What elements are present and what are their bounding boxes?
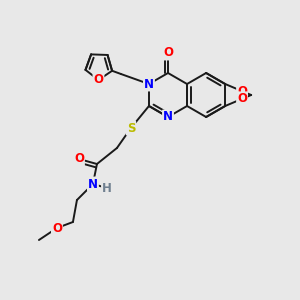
Text: H: H bbox=[102, 182, 112, 194]
Text: O: O bbox=[52, 221, 62, 235]
Text: O: O bbox=[74, 152, 84, 166]
Text: O: O bbox=[94, 74, 103, 86]
Text: O: O bbox=[237, 92, 247, 105]
Text: O: O bbox=[163, 46, 173, 59]
Text: N: N bbox=[163, 110, 173, 124]
Text: N: N bbox=[88, 178, 98, 190]
Text: O: O bbox=[237, 85, 247, 98]
Text: S: S bbox=[127, 122, 135, 134]
Text: N: N bbox=[144, 77, 154, 91]
